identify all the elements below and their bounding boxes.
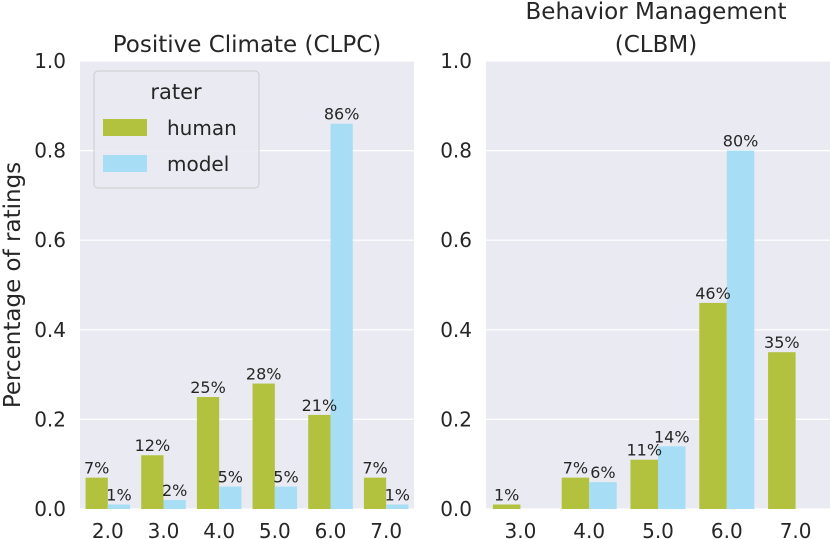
y-tick-label-clbm-5: 1.0 (440, 49, 472, 73)
bar-clpc-model-2 (219, 486, 242, 509)
bar-clbm-human-3 (699, 302, 727, 509)
bar-clpc-human-1 (141, 455, 164, 509)
x-tick-label-clbm-3: 6.0 (711, 519, 743, 539)
data-label-clpc-model-2: 5% (218, 468, 243, 487)
y-tick-label-clpc-2: 0.4 (34, 318, 66, 342)
data-label-clpc-human-1: 12% (135, 436, 171, 455)
x-tick-label-clpc-4: 6.0 (315, 519, 347, 539)
legend-label-model: model (167, 152, 229, 176)
bar-clbm-human-1 (561, 477, 590, 509)
y-tick-label-clbm-3: 0.6 (440, 228, 472, 252)
y-tick-label-clpc-4: 0.8 (34, 139, 66, 163)
chart-title-clbm-line1: Behavior Management (526, 0, 787, 25)
data-label-clpc-model-3: 5% (273, 468, 298, 487)
y-tick-label-clpc-3: 0.6 (34, 228, 66, 252)
data-label-clbm-model-3: 80% (723, 132, 759, 151)
x-tick-label-clbm-1: 4.0 (573, 519, 605, 539)
x-tick-label-clpc-2: 4.0 (203, 519, 235, 539)
y-tick-label-clbm-1: 0.2 (440, 407, 472, 431)
legend: rater human model (93, 70, 260, 189)
data-label-clbm-human-1: 7% (563, 459, 588, 478)
data-label-clbm-model-2: 14% (654, 427, 690, 446)
legend-title: rater (150, 80, 202, 104)
data-label-clpc-model-4: 86% (324, 105, 360, 124)
bar-clpc-model-4 (330, 123, 353, 509)
bar-clbm-human-4 (768, 352, 796, 509)
legend-label-human: human (167, 116, 237, 140)
y-axis-label: Percentage of ratings (0, 162, 26, 408)
y-tick-label-clbm-4: 0.8 (440, 139, 472, 163)
bar-clbm-human-0 (492, 504, 521, 509)
data-label-clpc-human-2: 25% (190, 378, 226, 397)
panel-clbm: 1% 7% 6% 11%14% 46% 80% 35% 0.0 0.2 0.4 0.6 0.8 1.0… (440, 0, 830, 539)
y-tick-label-clbm-0: 0.0 (440, 497, 472, 521)
data-label-clpc-human-5: 7% (362, 459, 387, 478)
legend-swatch-model (103, 155, 147, 172)
bar-clpc-human-5 (363, 477, 387, 509)
data-label-clbm-human-4: 35% (764, 333, 800, 352)
x-tick-label-clpc-3: 5.0 (259, 519, 291, 539)
bar-clpc-human-0 (85, 477, 108, 509)
x-tick-label-clbm-0: 3.0 (504, 519, 536, 539)
bar-clbm-model-3 (726, 150, 755, 509)
data-label-clbm-human-2: 11% (626, 441, 662, 460)
data-label-clpc-model-0: 1% (106, 486, 131, 505)
bar-clpc-model-1 (163, 500, 186, 509)
bar-clpc-human-3 (252, 383, 275, 509)
data-label-clpc-human-3: 28% (246, 365, 282, 384)
legend-swatch-human (103, 119, 147, 136)
bar-clpc-model-0 (107, 504, 131, 509)
y-tick-label-clpc-5: 1.0 (34, 49, 66, 73)
data-label-clbm-model-1: 6% (590, 463, 615, 482)
y-tick-label-clpc-1: 0.2 (34, 407, 66, 431)
data-label-clpc-human-4: 21% (302, 396, 338, 415)
data-label-clbm-human-0: 1% (494, 486, 519, 505)
data-label-clbm-human-3: 46% (695, 284, 731, 303)
chart-title-clpc: Positive Climate (CLPC) (113, 32, 382, 58)
chart-title-clbm-line2: (CLBM) (615, 32, 697, 58)
bar-clbm-human-2 (630, 459, 658, 509)
y-tick-label-clbm-2: 0.4 (440, 318, 472, 342)
data-label-clpc-human-0: 7% (84, 459, 109, 478)
x-tick-label-clbm-2: 5.0 (642, 519, 674, 539)
data-label-clpc-model-5: 1% (385, 486, 410, 505)
x-tick-label-clpc-0: 2.0 (92, 519, 124, 539)
bar-clpc-human-2 (196, 397, 220, 509)
x-tick-label-clpc-1: 3.0 (148, 519, 180, 539)
bar-clpc-model-3 (274, 486, 298, 509)
bar-clpc-human-4 (308, 414, 331, 509)
bar-clbm-model-2 (658, 446, 686, 509)
y-tick-label-clpc-0: 0.0 (34, 497, 66, 521)
bar-clbm-model-1 (589, 482, 617, 509)
bar-clpc-model-5 (386, 504, 409, 509)
x-tick-label-clbm-4: 7.0 (780, 519, 812, 539)
data-label-clpc-model-1: 2% (162, 481, 187, 500)
x-tick-label-clpc-5: 7.0 (370, 519, 402, 539)
